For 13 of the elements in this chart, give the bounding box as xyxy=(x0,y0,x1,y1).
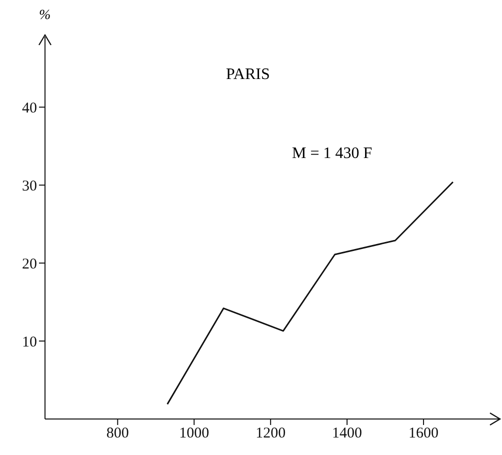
x-tick-label: 1600 xyxy=(408,426,439,442)
x-tick-label: 1400 xyxy=(332,426,362,442)
x-tick-label: 1200 xyxy=(256,426,286,442)
y-tick-label: 30 xyxy=(22,178,37,194)
y-tick-label: 40 xyxy=(22,100,37,116)
text: PARIS xyxy=(226,66,270,84)
annotation: M = 1 430 F xyxy=(292,145,372,163)
line-series xyxy=(166,181,454,405)
y-tick-label: 10 xyxy=(22,334,37,350)
x-tick-label: 800 xyxy=(106,426,129,442)
y-axis-title: % xyxy=(39,8,51,24)
y-tick-label: 20 xyxy=(22,256,37,272)
x-tick-label: 1000 xyxy=(179,426,210,442)
